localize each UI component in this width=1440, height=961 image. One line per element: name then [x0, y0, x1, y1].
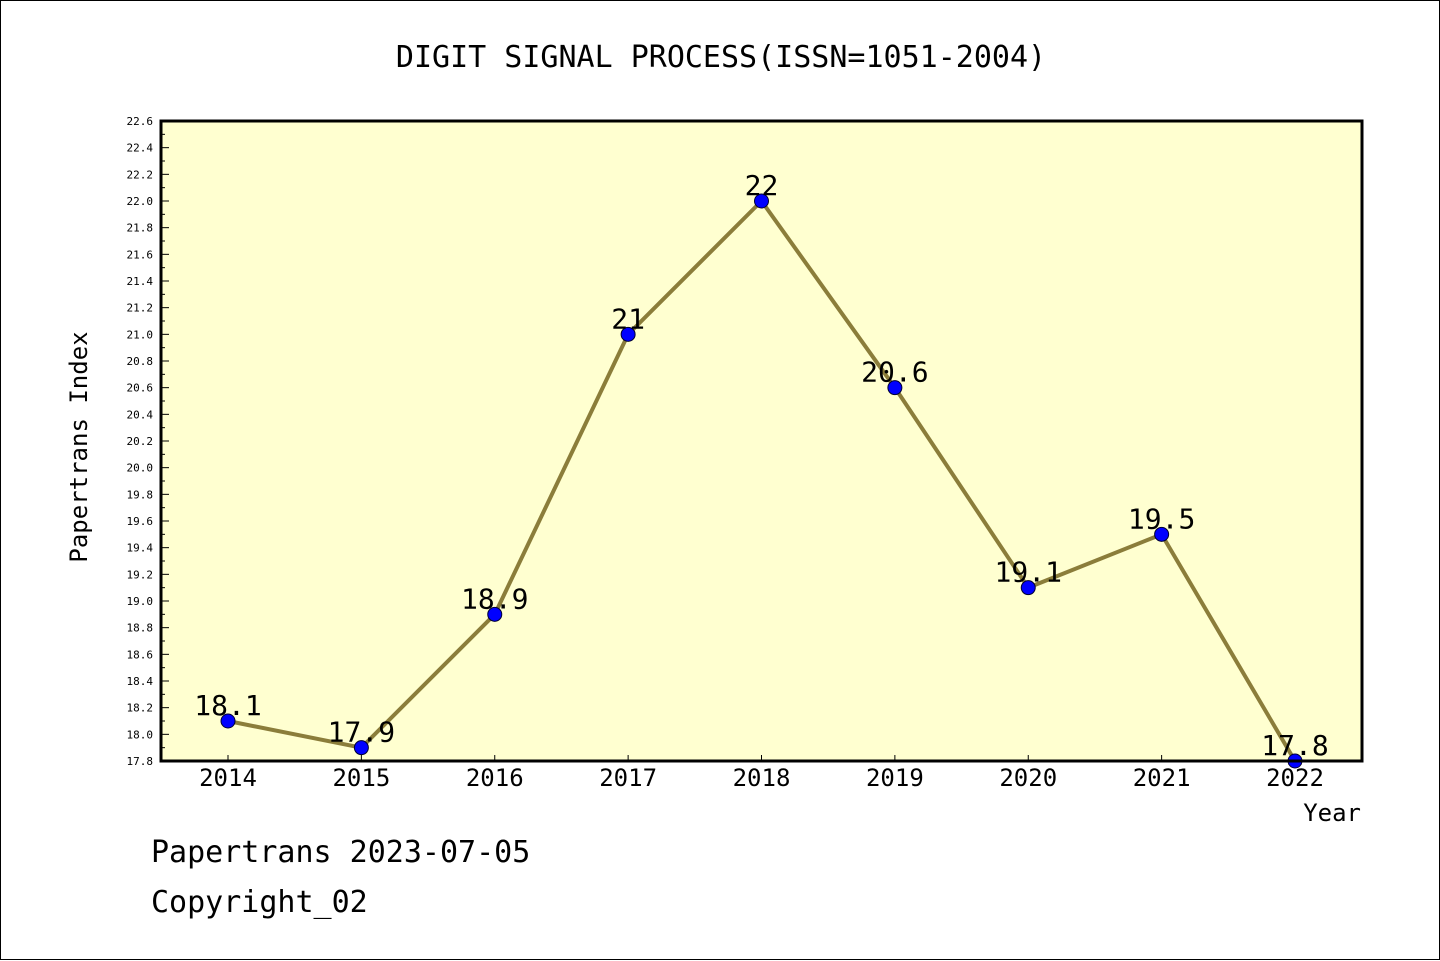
x-tick-label: 2015 — [332, 764, 390, 792]
y-tick-label: 22.0 — [127, 195, 154, 208]
y-tick-label: 22.6 — [127, 115, 154, 128]
y-tick-label: 20.2 — [127, 435, 154, 448]
data-label: 18.9 — [461, 582, 528, 615]
footer-date-text: Papertrans 2023-07-05 — [151, 835, 531, 870]
y-axis-label: Papertrans Index — [65, 331, 93, 562]
x-tick-label: 2020 — [999, 764, 1057, 792]
x-tick-label: 2017 — [599, 764, 657, 792]
data-point — [620, 326, 636, 342]
data-label: 18.1 — [194, 689, 261, 722]
y-tick-label: 22.4 — [127, 142, 154, 155]
y-tick-label: 20.6 — [127, 382, 154, 395]
y-tick-label: 18.2 — [127, 702, 154, 715]
x-tick-label: 2021 — [1133, 764, 1191, 792]
footer-copyright-text: Copyright_02 — [151, 885, 368, 920]
data-point — [1020, 580, 1036, 596]
x-axis-label: Year — [1303, 799, 1361, 827]
y-tick-label: 21.8 — [127, 222, 154, 235]
chart-title: DIGIT SIGNAL PROCESS(ISSN=1051-2004) — [396, 40, 1046, 75]
data-point — [353, 740, 369, 756]
y-tick-label: 19.6 — [127, 515, 154, 528]
y-tick-label: 18.6 — [127, 648, 154, 661]
y-tick-label: 20.0 — [127, 462, 154, 475]
x-tick-label: 2016 — [466, 764, 524, 792]
y-tick-label: 19.8 — [127, 488, 154, 501]
y-tick-label: 19.0 — [127, 595, 154, 608]
y-tick-label: 20.4 — [127, 408, 154, 421]
data-label: 22 — [745, 169, 779, 202]
y-tick-label: 22.2 — [127, 168, 154, 181]
y-tick-label: 18.0 — [127, 728, 154, 741]
y-tick-label: 21.6 — [127, 248, 154, 261]
data-point — [887, 380, 903, 396]
y-tick-label: 18.4 — [127, 675, 154, 688]
y-tick-label: 19.4 — [127, 542, 154, 555]
data-point — [754, 193, 769, 209]
data-label: 19.5 — [1128, 502, 1195, 535]
data-point — [487, 606, 503, 622]
data-label: 17.8 — [1261, 729, 1328, 762]
y-tick-label: 20.8 — [127, 355, 154, 368]
data-label: 20.6 — [861, 356, 928, 389]
x-tick-label: 2019 — [866, 764, 924, 792]
y-tick-label: 21.2 — [127, 302, 154, 315]
data-label: 17.9 — [328, 716, 395, 749]
x-tick-label: 2022 — [1266, 764, 1324, 792]
plot-frame — [159, 119, 1364, 763]
y-tick-label: 18.8 — [127, 622, 154, 635]
plot-area — [161, 121, 1362, 761]
x-tick-label: 2018 — [733, 764, 791, 792]
y-tick-label: 17.8 — [127, 755, 154, 768]
y-tick-label: 19.2 — [127, 568, 154, 581]
data-label: 21 — [611, 302, 645, 335]
data-point — [220, 713, 236, 729]
data-label: 19.1 — [995, 556, 1062, 589]
data-point — [1154, 526, 1170, 542]
y-tick-label: 21.4 — [127, 275, 154, 288]
x-tick-label: 2014 — [199, 764, 257, 792]
y-tick-label: 21.0 — [127, 328, 154, 341]
